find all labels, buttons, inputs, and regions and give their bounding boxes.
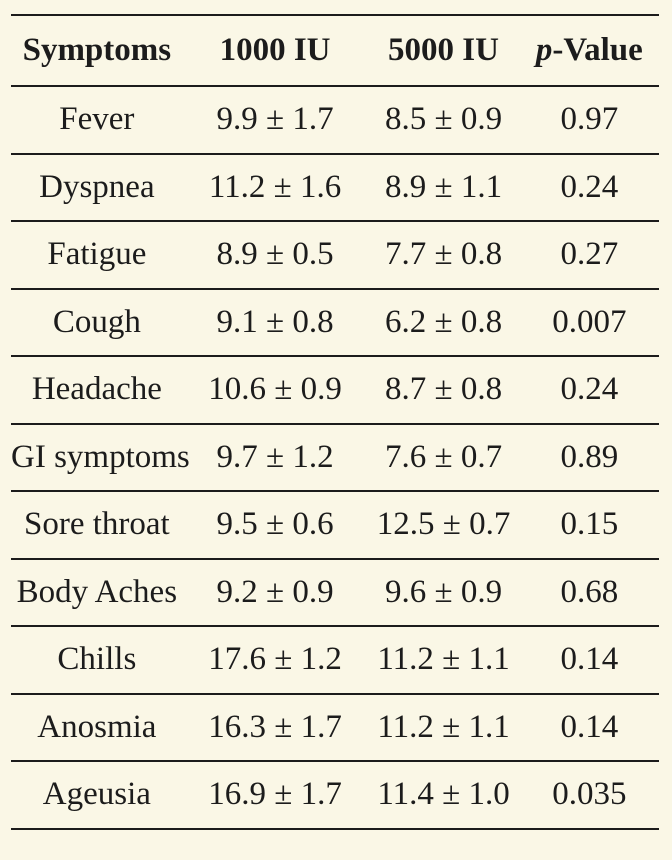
symptom-cell: Sore throat [11,490,183,559]
table-row-anosmia: Anosmia 16.3 ± 1.7 11.2 ± 1.1 0.14 [11,692,659,761]
symptom-cell: Ageusia [11,760,183,829]
p-value-cell: 0.89 [519,422,659,491]
iu5000-cell: 11.4 ± 1.0 [367,760,520,829]
p-value-cell: 0.27 [519,220,659,289]
p-value-cell: 0.68 [519,557,659,626]
column-header-1000iu: 1000 IU [219,32,331,68]
table-header: Symptoms 1000 IU 5000 IU p-Value [11,15,659,86]
iu1000-cell: 10.6 ± 0.9 [182,355,368,424]
p-value-cell: 0.14 [519,692,659,761]
symptom-cell: Dyspnea [11,152,183,221]
p-value-cell: 0.035 [519,760,659,829]
column-header-p-value: p-Value [520,15,659,86]
iu5000-cell: 7.6 ± 0.7 [367,422,520,491]
iu5000-cell: 11.2 ± 1.1 [367,625,520,694]
p-value-cell: 0.97 [519,85,659,154]
symptom-cell: Headache [11,355,183,424]
iu1000-cell: 9.9 ± 1.7 [182,85,368,154]
p-value-cell: 0.24 [519,152,659,221]
symptom-cell: Cough [11,287,183,356]
iu1000-cell: 9.7 ± 1.2 [182,422,368,491]
iu1000-cell: 16.3 ± 1.7 [182,692,368,761]
p-value-cell: 0.15 [519,490,659,559]
table-row-ageusia: Ageusia 16.9 ± 1.7 11.4 ± 1.0 0.035 [11,760,659,829]
column-header-symptoms: Symptoms [22,32,172,68]
symptom-cell: GI symptoms [11,422,190,491]
table-row-headache: Headache 10.6 ± 0.9 8.7 ± 0.8 0.24 [11,355,659,424]
iu1000-cell: 16.9 ± 1.7 [182,760,368,829]
p-value-cell: 0.14 [519,625,659,694]
table-row-fever: Fever 9.9 ± 1.7 8.5 ± 0.9 0.97 [11,85,659,154]
header-row: Symptoms 1000 IU 5000 IU p-Value [11,15,659,86]
table-row-dyspnea: Dyspnea 11.2 ± 1.6 8.9 ± 1.1 0.24 [11,152,659,221]
symptoms-comparison-table: Symptoms 1000 IU 5000 IU p-Value Fever 9… [11,14,659,830]
iu5000-cell: 11.2 ± 1.1 [367,692,520,761]
iu1000-cell: 17.6 ± 1.2 [182,625,368,694]
iu1000-cell: 8.9 ± 0.5 [182,220,368,289]
column-header-5000iu: 5000 IU [388,32,499,68]
symptom-cell: Fatigue [11,220,183,289]
iu5000-cell: 8.9 ± 1.1 [367,152,520,221]
iu5000-cell: 8.7 ± 0.8 [367,355,520,424]
p-value-rest: -Value [552,32,643,68]
p-value-cell: 0.24 [519,355,659,424]
table-body: Fever 9.9 ± 1.7 8.5 ± 0.9 0.97 Dyspnea 1… [11,85,659,829]
table-row-gi-symptoms: GI symptoms 9.7 ± 1.2 7.6 ± 0.7 0.89 [11,422,659,491]
table-row-cough: Cough 9.1 ± 0.8 6.2 ± 0.8 0.007 [11,287,659,356]
iu1000-cell: 9.5 ± 0.6 [182,490,368,559]
iu1000-cell: 9.1 ± 0.8 [182,287,368,356]
table-row-chills: Chills 17.6 ± 1.2 11.2 ± 1.1 0.14 [11,625,659,694]
table-row-sore-throat: Sore throat 9.5 ± 0.6 12.5 ± 0.7 0.15 [11,490,659,559]
symptom-cell: Chills [11,625,183,694]
symptom-cell: Fever [11,85,183,154]
iu1000-cell: 9.2 ± 0.9 [182,557,368,626]
p-value-cell: 0.007 [519,287,659,356]
iu1000-cell: 11.2 ± 1.6 [182,152,368,221]
p-value-italic-p: p [535,32,553,68]
table-row-fatigue: Fatigue 8.9 ± 0.5 7.7 ± 0.8 0.27 [11,220,659,289]
table-row-body-aches: Body Aches 9.2 ± 0.9 9.6 ± 0.9 0.68 [11,557,659,626]
iu5000-cell: 8.5 ± 0.9 [367,85,520,154]
iu5000-cell: 9.6 ± 0.9 [367,557,520,626]
iu5000-cell: 6.2 ± 0.8 [367,287,520,356]
symptom-cell: Body Aches [11,557,183,626]
iu5000-cell: 7.7 ± 0.8 [367,220,520,289]
iu5000-cell: 12.5 ± 0.7 [367,490,520,559]
symptom-cell: Anosmia [11,692,183,761]
